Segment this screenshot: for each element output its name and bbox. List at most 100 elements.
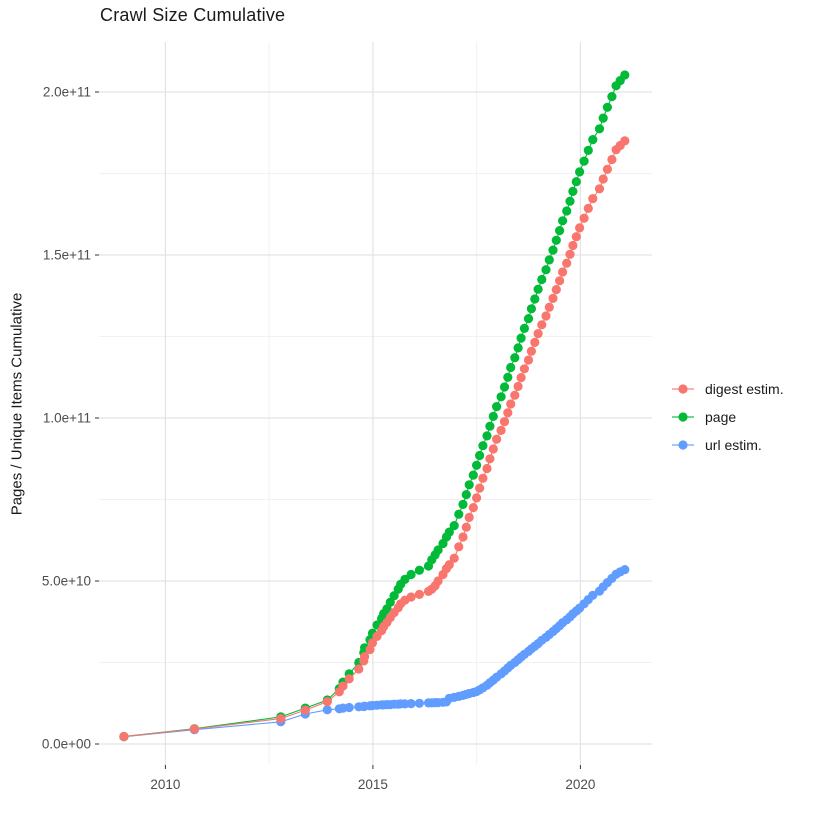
data-point	[526, 304, 537, 314]
data-point	[482, 431, 492, 441]
data-point	[119, 731, 129, 742]
data-point	[464, 512, 474, 523]
data-point	[620, 70, 630, 80]
data-point	[598, 174, 608, 184]
series-url-estim	[119, 565, 630, 742]
data-point	[354, 664, 364, 674]
data-point	[322, 705, 332, 715]
data-point	[607, 92, 617, 102]
data-point	[565, 196, 575, 206]
data-point	[472, 493, 482, 503]
axis-ticks	[95, 91, 581, 769]
data-point	[516, 333, 526, 343]
data-point	[503, 408, 513, 418]
data-point	[602, 164, 613, 174]
legend-key-icon	[672, 383, 694, 394]
data-point	[472, 460, 482, 470]
legend-label: url estim.	[705, 436, 762, 453]
data-point	[555, 276, 565, 286]
series-digest-estim	[119, 136, 630, 742]
data-point	[523, 314, 534, 324]
data-point	[461, 490, 471, 500]
data-point	[461, 522, 471, 532]
y-tick-label: 5.0e+10	[42, 574, 91, 589]
data-point	[406, 592, 416, 602]
data-point	[475, 483, 485, 493]
data-point	[449, 521, 459, 531]
data-point	[588, 194, 598, 204]
data-point	[551, 235, 561, 245]
data-point	[555, 226, 565, 236]
data-point	[588, 590, 598, 600]
legend-key-icon	[672, 439, 694, 450]
data-point	[444, 560, 454, 570]
data-point	[458, 499, 468, 509]
data-point	[519, 364, 530, 374]
data-point	[602, 102, 613, 112]
data-point	[464, 480, 474, 490]
data-point	[414, 589, 424, 600]
data-point	[594, 184, 605, 194]
data-point	[548, 293, 558, 303]
data-point	[565, 249, 575, 259]
data-point	[414, 565, 424, 575]
legend-item-page: page	[670, 406, 826, 427]
data-point	[444, 527, 454, 537]
legend-item-digest-estim: digest estim.	[670, 378, 826, 399]
data-point	[506, 362, 516, 373]
data-point	[571, 232, 581, 242]
data-point	[499, 417, 510, 427]
y-tick-label: 0.0e+00	[42, 737, 91, 752]
legend-key-icon	[672, 411, 694, 422]
data-point	[544, 255, 554, 265]
data-point	[607, 154, 617, 165]
data-point	[533, 329, 543, 339]
data-point	[510, 390, 520, 400]
data-point	[189, 724, 199, 734]
data-point	[485, 454, 495, 464]
data-point	[458, 532, 468, 542]
data-point	[620, 565, 630, 575]
y-tick-label: 1.0e+11	[43, 411, 91, 426]
data-point	[510, 353, 520, 363]
data-point	[568, 240, 578, 251]
data-point	[571, 177, 581, 187]
data-point	[575, 223, 585, 233]
data-point	[367, 638, 378, 648]
data-point	[526, 346, 537, 356]
data-point	[513, 343, 523, 353]
data-point	[488, 411, 498, 421]
data-point	[551, 285, 561, 295]
data-point	[544, 302, 554, 312]
chart-title: Crawl Size Cumulative	[100, 5, 286, 25]
data-point	[475, 450, 485, 461]
data-point	[541, 311, 551, 321]
data-point	[360, 652, 370, 662]
data-point	[338, 681, 348, 691]
data-point	[433, 545, 443, 555]
series-line	[123, 569, 626, 738]
data-point	[389, 591, 399, 601]
data-point	[468, 470, 478, 480]
data-point	[588, 135, 598, 145]
data-point	[400, 574, 410, 585]
data-point	[548, 245, 558, 255]
data-point	[496, 392, 506, 402]
data-point	[558, 267, 568, 277]
data-point	[433, 576, 443, 586]
data-point	[488, 444, 498, 454]
legend-label: digest estim.	[705, 380, 784, 397]
data-point	[537, 320, 547, 330]
data-point	[530, 294, 540, 304]
grid-major	[99, 42, 652, 765]
data-point	[516, 373, 526, 383]
data-point	[575, 167, 585, 177]
data-point	[568, 186, 578, 196]
data-point	[496, 425, 506, 435]
data-point	[530, 337, 540, 347]
data-point	[454, 509, 464, 519]
data-point	[276, 714, 286, 724]
data-point	[537, 274, 547, 285]
data-point	[541, 265, 551, 275]
grid-minor	[99, 42, 652, 765]
